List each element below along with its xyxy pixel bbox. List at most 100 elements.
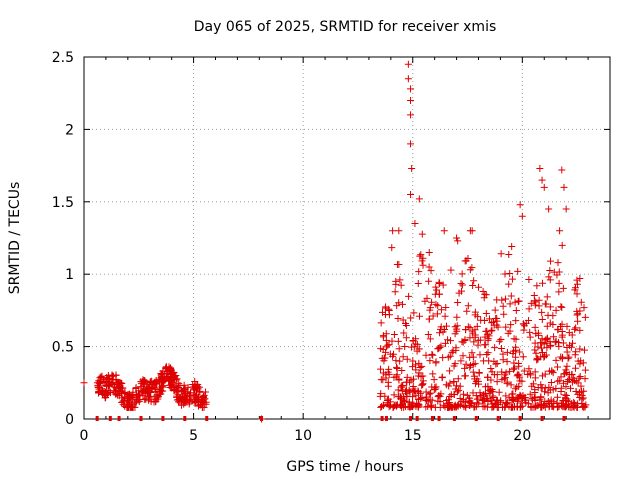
data-point: [407, 343, 415, 351]
data-point: [450, 362, 458, 370]
data-point: [415, 195, 423, 203]
data-point: [455, 289, 463, 297]
data-point: [143, 390, 151, 398]
data-point: [383, 396, 391, 404]
data-point: [381, 392, 389, 400]
y-tick-label: 0: [65, 412, 74, 428]
data-point: [447, 266, 455, 274]
data-point: [532, 298, 540, 306]
x-tick-label: 20: [513, 428, 531, 444]
data-point: [434, 397, 442, 405]
data-point: [550, 397, 558, 405]
data-point: [378, 308, 386, 316]
data-point: [399, 396, 407, 404]
data-point: [434, 302, 442, 310]
data-point: [514, 298, 522, 306]
data-point: [405, 292, 413, 300]
data-point: [568, 370, 576, 378]
data-point: [152, 395, 160, 403]
data-point: [562, 205, 570, 213]
data-point: [395, 376, 403, 384]
data-point: [573, 403, 581, 411]
data-point: [459, 396, 467, 404]
data-point: [384, 341, 392, 349]
data-point: [545, 367, 553, 375]
data-point: [451, 330, 459, 338]
data-point: [571, 284, 579, 292]
data-point: [553, 271, 561, 279]
data-point: [432, 359, 440, 367]
x-axis-title: GPS time / hours: [286, 459, 403, 475]
data-point: [428, 298, 436, 306]
data-point: [392, 402, 400, 410]
data-point: [153, 390, 161, 398]
data-point: [538, 308, 546, 316]
baseline-marker: [474, 416, 478, 421]
data-point: [378, 402, 386, 410]
data-point: [497, 336, 505, 344]
data-point: [473, 322, 481, 330]
data-point: [563, 322, 571, 330]
data-point: [426, 304, 434, 312]
data-point: [554, 325, 562, 333]
x-tick-label: 10: [294, 428, 312, 444]
data-point: [558, 303, 566, 311]
data-point: [463, 391, 471, 399]
data-point: [484, 349, 492, 357]
data-point: [473, 395, 481, 403]
data-point: [526, 333, 534, 341]
data-point: [199, 392, 207, 400]
data-point: [551, 338, 559, 346]
data-point: [531, 346, 539, 354]
data-point: [156, 384, 164, 392]
data-point: [512, 335, 520, 343]
data-point: [501, 403, 509, 411]
data-point: [485, 357, 493, 365]
data-point: [484, 335, 492, 343]
data-point: [528, 394, 536, 402]
baseline-marker: [384, 416, 388, 421]
x-tick-label: 5: [189, 428, 198, 444]
data-point: [159, 367, 167, 375]
data-point: [466, 353, 474, 361]
data-points: [80, 60, 590, 423]
data-point: [487, 397, 495, 405]
data-point: [118, 398, 126, 406]
data-point: [499, 356, 507, 364]
data-point: [470, 338, 478, 346]
data-point: [453, 313, 461, 321]
data-point: [186, 391, 194, 399]
data-point: [531, 323, 539, 331]
data-point: [510, 335, 518, 343]
data-point: [506, 270, 514, 278]
data-point: [456, 394, 464, 402]
data-point: [475, 369, 483, 377]
data-point: [507, 403, 515, 411]
data-point: [550, 333, 558, 341]
baseline-marker: [496, 416, 500, 421]
data-point: [419, 261, 427, 269]
data-point: [446, 393, 454, 401]
data-point: [557, 384, 565, 392]
data-point: [502, 295, 510, 303]
data-point: [539, 349, 547, 357]
data-point: [399, 353, 407, 361]
data-point: [580, 304, 588, 312]
data-point: [501, 374, 509, 382]
data-point: [101, 394, 109, 402]
data-point: [102, 382, 110, 390]
data-point: [446, 367, 454, 375]
data-point: [477, 316, 485, 324]
data-point: [440, 227, 448, 235]
data-point: [531, 297, 539, 305]
data-point: [464, 302, 472, 310]
data-point: [469, 389, 477, 397]
data-point: [180, 394, 188, 402]
data-point: [517, 399, 525, 407]
data-point: [461, 372, 469, 380]
data-point: [418, 230, 426, 238]
data-point: [475, 283, 483, 291]
data-point: [574, 310, 582, 318]
data-point: [538, 176, 546, 184]
